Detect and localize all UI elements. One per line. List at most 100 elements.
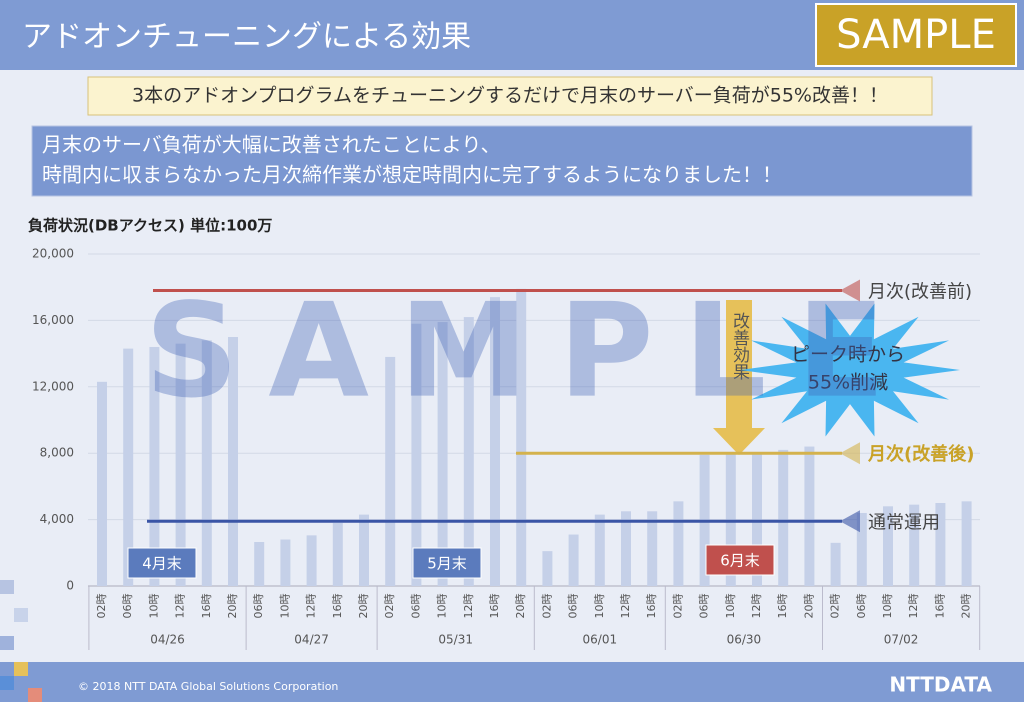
callout-box	[127, 547, 197, 579]
group-label: 04/26	[150, 633, 185, 647]
x-tick-label: 16時	[488, 594, 501, 619]
x-tick-label: 12時	[174, 594, 187, 619]
deco-square	[0, 580, 14, 594]
burst-label: ピーク時から	[791, 344, 905, 366]
bar	[437, 322, 448, 586]
reference-label: 月次(改善後)	[867, 443, 974, 465]
x-tick-label: 02時	[829, 594, 842, 619]
bar	[97, 381, 107, 586]
bar	[856, 512, 867, 586]
bar	[594, 514, 605, 586]
reference-marker	[840, 279, 860, 302]
x-tick-label: 12時	[462, 594, 475, 619]
callout-label: 5月末	[427, 555, 467, 573]
x-tick-label: 06時	[855, 594, 868, 619]
y-tick-label: 12,000	[32, 379, 74, 393]
x-tick-label: 16時	[331, 594, 344, 619]
banner	[87, 76, 933, 116]
x-tick-label: 02時	[540, 594, 553, 619]
x-tick-label: 10時	[436, 594, 449, 619]
x-tick-label: 06時	[409, 594, 422, 619]
bar	[778, 449, 789, 586]
reference-label: 通常運用	[868, 512, 940, 533]
x-tick-label: 20時	[960, 594, 973, 619]
copyright: © 2018 NTT DATA Global Solutions Corpora…	[78, 680, 338, 693]
bar	[254, 542, 265, 586]
title: アドオンチューニングによる効果	[22, 20, 471, 55]
x-tick-label: 02時	[95, 594, 108, 619]
x-tick-label: 16時	[776, 594, 789, 619]
bar	[332, 522, 343, 586]
x-tick-label: 10時	[881, 594, 894, 619]
deco-square	[14, 662, 28, 676]
callout-label: 6月末	[720, 552, 760, 570]
bar	[175, 343, 186, 586]
y-tick-label: 4,000	[40, 512, 74, 526]
bar	[516, 288, 527, 586]
x-tick-label: 20時	[514, 594, 527, 619]
y-tick-label: 0	[66, 579, 74, 593]
bar	[463, 317, 474, 586]
bar	[280, 539, 291, 586]
x-tick-label: 12時	[907, 594, 920, 619]
x-tick-label: 02時	[383, 594, 396, 619]
group-label: 07/02	[884, 633, 919, 647]
logo: NTTDATA	[889, 673, 992, 697]
x-tick-label: 02時	[671, 594, 684, 619]
footer-bar	[0, 662, 1024, 702]
group-label: 05/31	[438, 633, 473, 647]
bar	[961, 501, 972, 586]
decoration	[0, 580, 42, 702]
bar	[149, 346, 160, 586]
x-tick-label: 16時	[200, 594, 213, 619]
bar	[490, 297, 500, 586]
group-label: 06/30	[727, 633, 762, 647]
callout-label: 4月末	[142, 555, 182, 573]
burst-label: 55%削減	[808, 372, 888, 394]
deco-square	[0, 636, 14, 650]
bar	[411, 323, 422, 586]
arrow-label: 改善効果	[729, 312, 750, 380]
deco-square	[14, 608, 28, 622]
bar	[568, 534, 579, 586]
bar	[123, 348, 134, 586]
bar	[647, 511, 658, 586]
x-tick-label: 16時	[645, 594, 658, 619]
x-tick-label: 20時	[226, 594, 239, 619]
callout-box	[705, 544, 775, 576]
x-tick-label: 06時	[567, 594, 580, 619]
bar	[804, 446, 815, 586]
x-tick-label: 20時	[802, 594, 815, 619]
banner-text: 3本のアドオンプログラムをチューニングするだけで月末のサーバー負荷が55%改善！…	[132, 85, 888, 107]
y-tick-label: 16,000	[32, 313, 74, 327]
x-tick-label: 10時	[724, 594, 737, 619]
summary-line: 月末のサーバ負荷が大幅に改善されたことにより、	[42, 133, 501, 157]
starburst	[740, 303, 960, 437]
bar	[725, 453, 736, 586]
bar	[385, 356, 396, 586]
x-tick-label: 10時	[147, 594, 160, 619]
x-tick-label: 20時	[357, 594, 370, 619]
group-label: 06/01	[583, 633, 618, 647]
reference-label: 月次(改善前)	[868, 282, 972, 303]
bar	[306, 535, 317, 586]
x-tick-label: 10時	[278, 594, 291, 619]
plot: 0 4,000 8,000 12,000 16,000 20,000 02時 06時 10時 12…	[32, 247, 981, 650]
x-tick-label: 12時	[750, 594, 763, 619]
bar	[935, 503, 946, 586]
arrow-head	[713, 428, 765, 455]
x-tick-label: 06時	[121, 594, 134, 619]
group-label: 04/27	[294, 633, 329, 647]
x-tick-label: 06時	[252, 594, 265, 619]
x-tick-label: 10時	[593, 594, 606, 619]
badge	[815, 3, 1017, 67]
badge-text: SAMPLE	[836, 12, 996, 58]
bar	[830, 542, 841, 586]
bar	[883, 506, 893, 586]
chart-title: 負荷状況(DBアクセス) 単位:100万	[28, 217, 272, 235]
y-tick-label: 8,000	[40, 446, 74, 460]
reference-marker	[840, 510, 860, 533]
deco-square	[0, 676, 14, 690]
reference-marker	[840, 442, 860, 465]
